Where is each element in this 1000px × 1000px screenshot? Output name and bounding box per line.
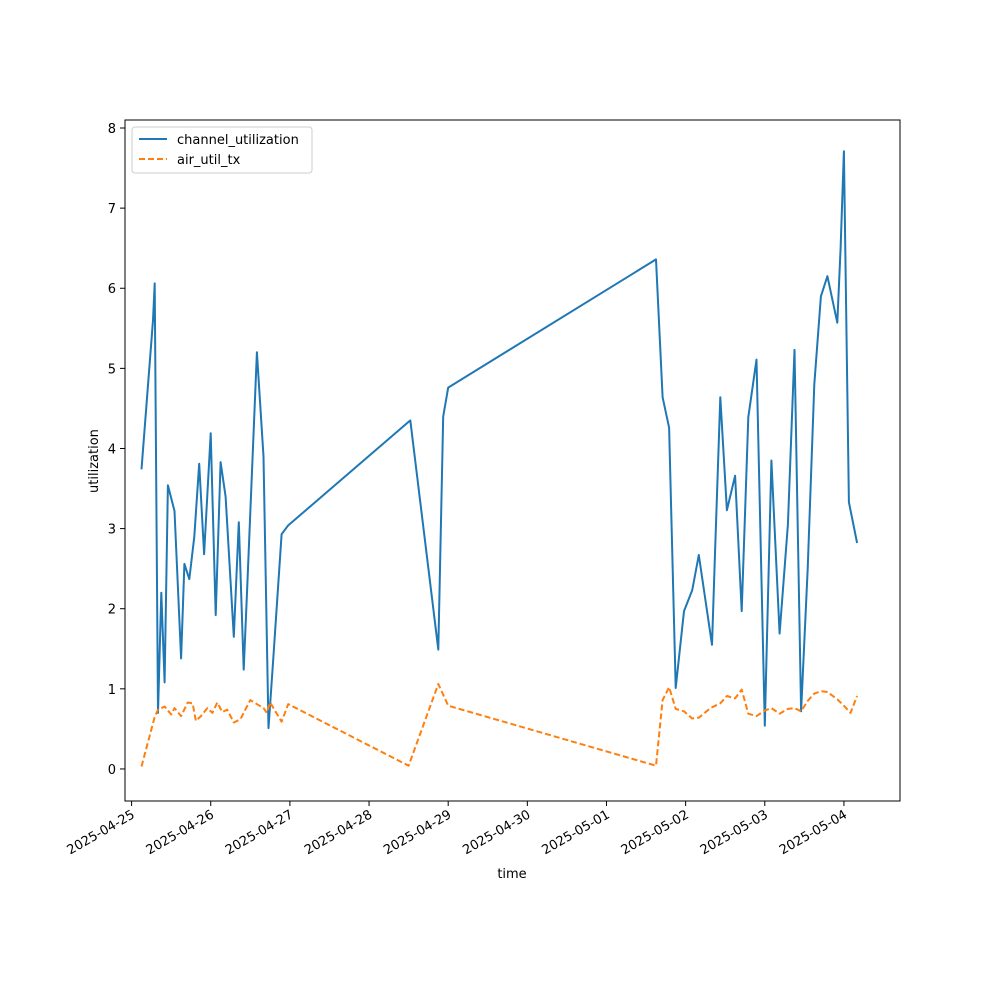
- y-tick-label: 2: [108, 603, 116, 618]
- legend-label-air-util-tx: air_util_tx: [177, 153, 241, 168]
- y-tick-label: 6: [108, 282, 116, 297]
- x-tick-label: 2025-04-28: [302, 807, 375, 858]
- x-tick-label: 2025-05-01: [540, 807, 613, 858]
- y-tick-label: 8: [108, 122, 116, 137]
- x-tick-label: 2025-05-04: [777, 807, 850, 858]
- x-tick-label: 2025-04-30: [460, 807, 533, 858]
- y-axis: 0 1 2 3 4 5 6 7 8: [108, 122, 125, 778]
- x-axis: 2025-04-25 2025-04-26 2025-04-27 2025-04-28…: [65, 801, 850, 858]
- x-tick-label: 2025-04-26: [144, 807, 217, 858]
- x-tick-label: 2025-05-02: [619, 807, 692, 858]
- x-tick-label: 2025-04-29: [381, 807, 454, 858]
- x-tick-label: 2025-05-03: [698, 807, 771, 858]
- y-tick-label: 0: [108, 763, 116, 778]
- x-tick-label: 2025-04-25: [65, 807, 138, 858]
- legend: channel_utilization air_util_tx: [131, 126, 313, 174]
- plot-area-frame: [124, 119, 901, 802]
- series-line-air-util-tx: [140, 683, 859, 767]
- y-tick-label: 3: [108, 523, 116, 538]
- y-tick-label: 5: [108, 362, 116, 377]
- series-layer: [140, 150, 859, 767]
- y-tick-label: 7: [108, 202, 116, 217]
- series-line-channel-utilization: [140, 150, 859, 730]
- y-tick-label: 4: [108, 442, 116, 457]
- y-axis-label: utilization: [87, 429, 102, 493]
- x-axis-label: time: [497, 867, 526, 882]
- x-tick-label: 2025-04-27: [223, 807, 296, 858]
- legend-label-channel-utilization: channel_utilization: [177, 133, 299, 148]
- y-tick-label: 1: [108, 683, 116, 698]
- legend-box: [131, 126, 313, 174]
